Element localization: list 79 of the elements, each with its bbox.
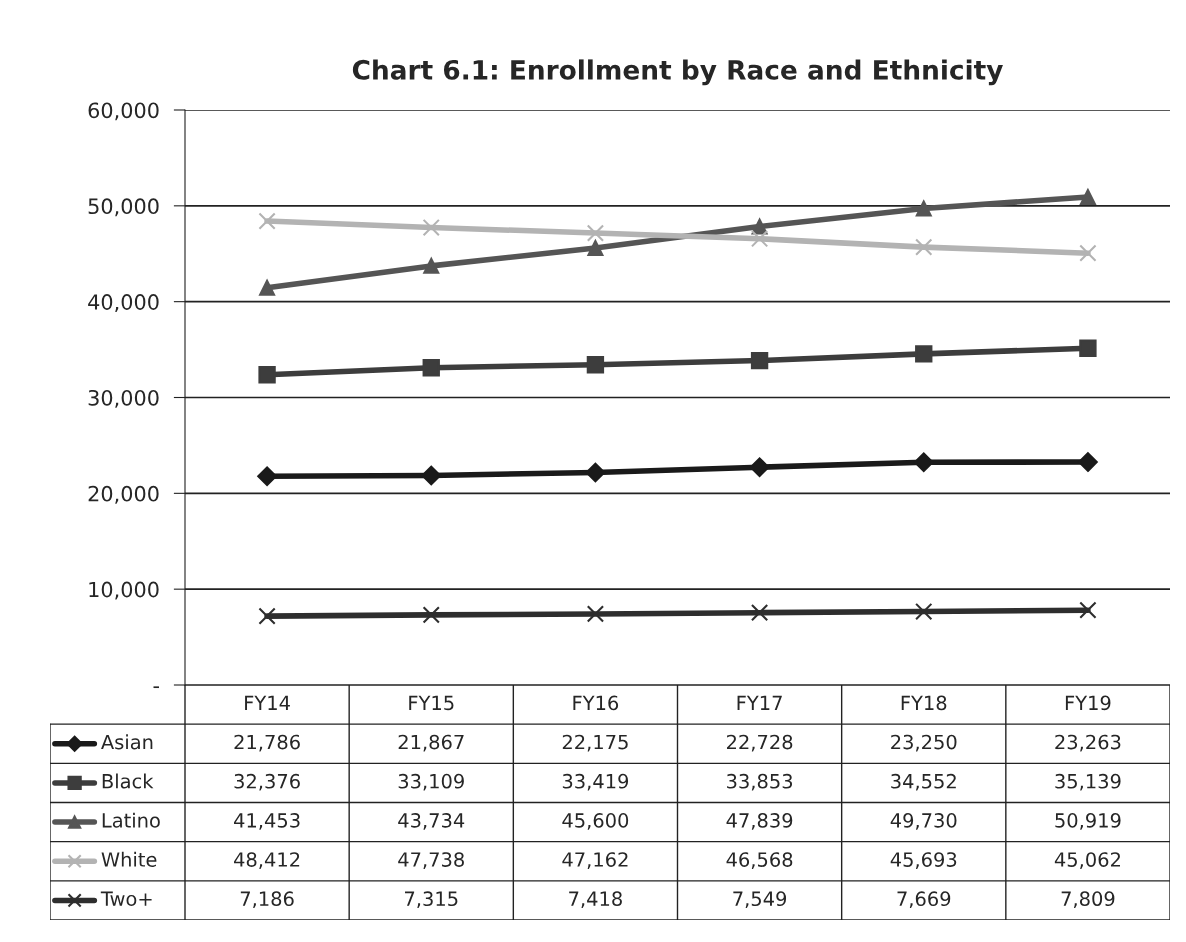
data-label: 7,418 bbox=[569, 891, 622, 909]
data-label: 34,552 bbox=[891, 773, 956, 791]
x-tick-label: FY14 bbox=[245, 695, 290, 710]
point bbox=[258, 607, 276, 625]
point bbox=[422, 606, 440, 624]
data-label: 7,315 bbox=[405, 891, 458, 909]
point bbox=[586, 605, 605, 623]
point bbox=[751, 218, 768, 235]
chart-title: Chart 6.1: Enrollment by Race and Ethnicity bbox=[352, 59, 1003, 86]
point bbox=[1079, 189, 1096, 206]
data-label: 22,175 bbox=[562, 734, 628, 752]
point bbox=[423, 257, 440, 274]
y-tick-label: 50,000 bbox=[88, 198, 159, 217]
point bbox=[1079, 601, 1097, 619]
point bbox=[750, 351, 769, 370]
legend-label: Two+ bbox=[100, 891, 152, 907]
data-label: 45,600 bbox=[562, 813, 629, 830]
data-label: 47,839 bbox=[726, 813, 793, 830]
y-tick-label: - bbox=[153, 686, 159, 689]
data-label: 35,139 bbox=[1055, 773, 1121, 791]
legend-label: Black bbox=[102, 773, 154, 789]
point bbox=[259, 279, 276, 296]
point bbox=[258, 366, 276, 384]
data-label: 21,867 bbox=[398, 734, 464, 752]
data-label: 50,919 bbox=[1055, 813, 1121, 830]
x-tick-label: FY19 bbox=[1065, 695, 1111, 711]
x-tick-label: FY18 bbox=[901, 695, 947, 711]
data-label: 7,549 bbox=[733, 891, 787, 909]
y-tick-label: 60,000 bbox=[88, 102, 159, 121]
data-label: 23,263 bbox=[1055, 734, 1121, 752]
legend-label: White bbox=[101, 851, 157, 867]
point bbox=[915, 238, 933, 256]
data-label: 47,738 bbox=[398, 852, 464, 869]
point bbox=[750, 603, 769, 622]
legend-label: Asian bbox=[101, 734, 153, 750]
data-label: 47,162 bbox=[562, 852, 628, 869]
point bbox=[586, 356, 605, 374]
y-tick-label: 40,000 bbox=[88, 294, 159, 312]
x-tick-label: FY16 bbox=[573, 695, 619, 711]
data-label: 45,062 bbox=[1054, 852, 1120, 869]
point bbox=[915, 200, 932, 217]
data-label: 33,853 bbox=[727, 773, 793, 791]
point bbox=[587, 240, 604, 256]
data-label: 7,186 bbox=[240, 891, 294, 909]
point bbox=[257, 466, 277, 487]
point bbox=[1079, 244, 1097, 262]
y-tick-label: 10,000 bbox=[89, 581, 159, 600]
data-label: 33,109 bbox=[398, 773, 464, 791]
data-label: 21,786 bbox=[234, 734, 300, 752]
point bbox=[422, 359, 440, 377]
data-label: 32,376 bbox=[234, 773, 300, 791]
point bbox=[586, 224, 605, 242]
y-tick-label: 20,000 bbox=[88, 485, 159, 504]
data-label: 49,730 bbox=[890, 813, 957, 830]
point bbox=[915, 345, 933, 363]
point bbox=[421, 465, 442, 486]
point bbox=[750, 230, 769, 248]
x-tick-label: FY15 bbox=[409, 695, 454, 711]
data-label: 46,568 bbox=[726, 852, 793, 869]
data-label: 7,809 bbox=[1061, 891, 1115, 909]
data-label: 45,693 bbox=[890, 852, 957, 869]
legend-label: Latino bbox=[102, 812, 160, 828]
point bbox=[1078, 452, 1098, 472]
data-label: 48,412 bbox=[234, 852, 300, 869]
point bbox=[585, 462, 606, 483]
y-tick-label: 30,000 bbox=[88, 389, 159, 408]
data-label: 33,419 bbox=[562, 773, 629, 791]
point bbox=[422, 218, 440, 237]
data-label: 23,250 bbox=[891, 734, 957, 752]
x-tick-label: FY17 bbox=[737, 695, 782, 710]
point bbox=[915, 602, 933, 621]
data-label: 22,728 bbox=[726, 734, 793, 752]
data-label: 7,669 bbox=[897, 891, 951, 909]
data-label: 41,453 bbox=[234, 813, 300, 830]
point bbox=[1079, 339, 1097, 357]
point bbox=[749, 457, 770, 478]
point bbox=[913, 452, 934, 473]
point bbox=[258, 212, 276, 230]
data-label: 43,734 bbox=[398, 813, 465, 830]
